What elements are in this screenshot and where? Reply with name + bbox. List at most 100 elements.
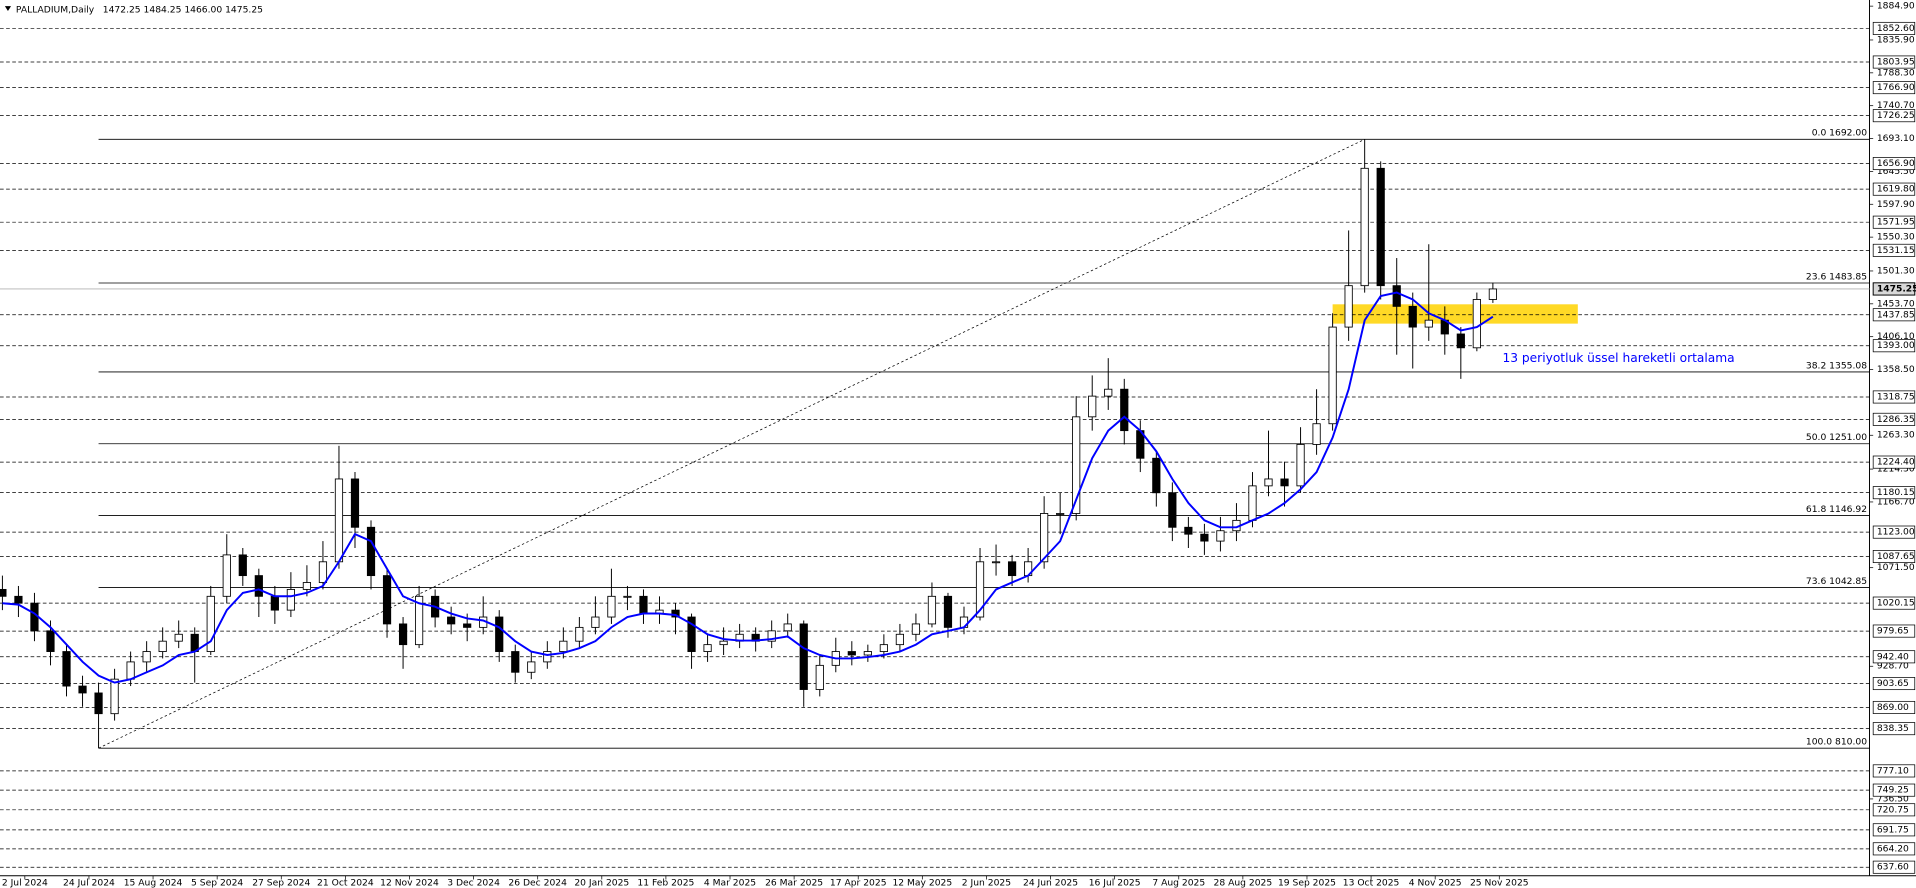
level-label: 1020.15 (1877, 598, 1915, 609)
candle-body (1280, 478, 1289, 487)
level-label: 749.25 (1877, 785, 1909, 796)
level-label-box (1872, 803, 1916, 817)
candle-body (463, 623, 472, 628)
candle-body (991, 561, 1001, 564)
fib-label: 100.0 810.00 (1806, 737, 1867, 748)
candle-body (847, 651, 856, 656)
fib-label: 38.2 1355.08 (1806, 360, 1867, 371)
candle-body (318, 561, 328, 583)
candle-body (142, 651, 151, 663)
candle-body (815, 664, 824, 690)
candle-body (1168, 492, 1177, 528)
y-tick-label: 1358.50 (1877, 364, 1915, 375)
x-tick-label: 12 May 2025 (892, 878, 952, 888)
candle-body (174, 633, 183, 642)
y-tick-label: 1214.30 (1877, 464, 1915, 475)
candle-body (447, 616, 456, 625)
level-label-box (1872, 860, 1916, 874)
x-tick-label: 13 Oct 2025 (1343, 878, 1400, 888)
candle-body (943, 595, 953, 628)
y-tick-label: 1166.70 (1877, 496, 1915, 507)
level-label: 1437.85 (1877, 309, 1915, 320)
y-tick-label: 1406.10 (1877, 331, 1915, 342)
fib-label: 23.6 1483.85 (1806, 271, 1867, 282)
y-tick-label: 1788.30 (1877, 67, 1915, 78)
candle-body (0, 588, 7, 597)
fib-label: 61.8 1146.92 (1806, 504, 1867, 515)
candle-body (286, 588, 295, 611)
x-tick-label: 5 Sep 2024 (191, 878, 243, 888)
x-tick-label: 26 Mar 2025 (765, 878, 823, 888)
x-tick-label: 12 Nov 2024 (380, 878, 439, 888)
candle-body (575, 626, 584, 642)
candle-body (382, 575, 392, 625)
x-tick-label: 26 Dec 2024 (508, 878, 567, 888)
level-label: 838.35 (1877, 723, 1909, 734)
level-label: 777.10 (1877, 765, 1909, 776)
candle-body (398, 623, 408, 646)
y-tick-label: 1597.90 (1877, 199, 1915, 210)
x-tick-label: 7 Aug 2025 (1152, 878, 1205, 888)
level-label-box (1872, 783, 1916, 797)
candle-body (366, 526, 376, 577)
candle-body (879, 644, 888, 652)
candle-body (414, 595, 424, 646)
level-label-box (1872, 700, 1916, 714)
candle-body (30, 602, 39, 632)
level-label: 942.40 (1877, 651, 1909, 662)
x-tick-label: 4 Nov 2025 (1409, 878, 1462, 888)
candle-body (1184, 526, 1193, 535)
x-tick-label: 2 Jun 2025 (962, 878, 1011, 888)
candle-body (1056, 513, 1065, 515)
candle-body (1072, 416, 1081, 514)
candle-body (1424, 319, 1433, 328)
level-label-box (1872, 243, 1916, 257)
y-tick-label: 1884.90 (1877, 1, 1915, 12)
candle-body (1408, 305, 1417, 328)
x-tick-label: 24 Jun 2025 (1023, 878, 1078, 888)
candle-body (527, 661, 536, 673)
candle-body (543, 651, 552, 663)
level-label-box (1872, 215, 1916, 229)
level-label-box (1872, 412, 1916, 426)
candle-body (206, 595, 215, 652)
level-label-box (1872, 390, 1916, 404)
level-label: 1286.35 (1877, 414, 1915, 425)
level-label-box (1872, 722, 1916, 736)
candle-body (767, 630, 776, 642)
candle-body (126, 661, 135, 680)
candle-body (703, 644, 712, 652)
level-label: 1656.90 (1877, 158, 1915, 169)
level-label: 691.75 (1877, 824, 1909, 835)
candle-body (1007, 561, 1017, 577)
y-tick-label: 928.70 (1877, 661, 1909, 672)
y-tick-label: 1740.70 (1877, 100, 1915, 111)
candle-body (302, 582, 312, 590)
x-tick-label: 11 Feb 2025 (637, 878, 694, 888)
level-label-box (1872, 550, 1916, 564)
candle-body (1328, 326, 1337, 425)
candle-body (607, 595, 616, 618)
level-label: 1180.15 (1877, 487, 1915, 498)
fib-label: 0.0 1692.00 (1812, 128, 1868, 139)
level-label-box (1872, 109, 1916, 123)
menu-triangle[interactable] (4, 6, 12, 12)
x-tick-label: 4 Mar 2025 (704, 878, 756, 888)
support-zone (1332, 304, 1578, 324)
candle-body (270, 595, 279, 611)
ema-line (2, 291, 1494, 684)
ohlc-readout: 1472.25 1484.25 1466.00 1475.25 (103, 4, 263, 15)
candle-body (783, 623, 792, 632)
candle-body (1040, 513, 1049, 563)
candle-body (863, 651, 872, 656)
candle-body (350, 478, 360, 528)
x-tick-label: 25 Nov 2025 (1470, 878, 1529, 888)
candle-body (334, 478, 344, 563)
level-label: 1531.15 (1877, 245, 1915, 256)
ema-annotation: 13 periyotluk üssel hareketli ortalama (1502, 351, 1734, 365)
y-tick-label: 1453.70 (1877, 298, 1915, 309)
x-tick-label: 17 Apr 2025 (830, 878, 887, 888)
candle-body (623, 595, 632, 598)
candle-body (1296, 444, 1305, 487)
candle-body (46, 630, 55, 652)
